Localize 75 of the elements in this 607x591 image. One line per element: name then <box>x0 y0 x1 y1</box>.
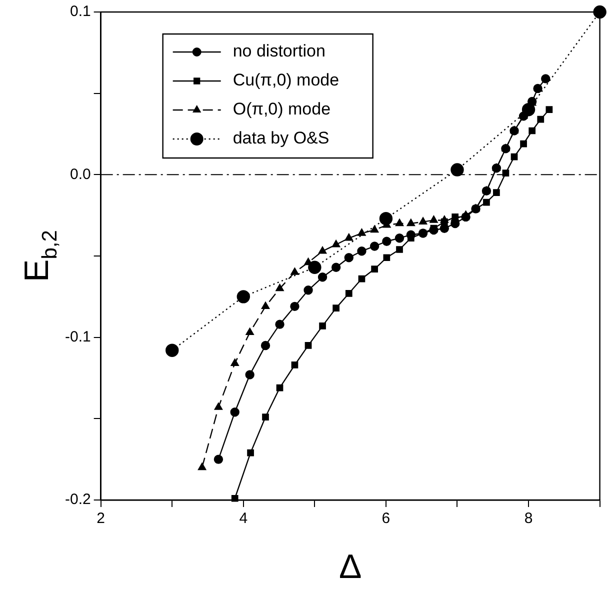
point <box>214 402 223 410</box>
y-tick-label: 0.1 <box>70 3 91 20</box>
legend-label: Cu(π,0) mode <box>232 70 340 90</box>
point <box>370 225 379 233</box>
x-tick-label: 2 <box>96 510 106 528</box>
point <box>520 140 527 148</box>
point <box>344 234 353 241</box>
point <box>231 494 238 502</box>
point <box>318 246 327 254</box>
point <box>304 342 312 349</box>
x-tick-label: 8 <box>524 510 533 528</box>
point <box>344 253 354 262</box>
point <box>493 189 500 196</box>
point <box>358 228 366 236</box>
point <box>483 198 490 206</box>
point <box>370 242 380 251</box>
point <box>318 272 328 282</box>
point <box>319 322 326 330</box>
point <box>261 302 270 310</box>
point <box>371 266 378 272</box>
point <box>247 449 254 456</box>
point <box>450 163 464 176</box>
legend-label: data by O&S <box>232 128 330 148</box>
point <box>383 254 390 262</box>
x-tick-label: 4 <box>239 510 248 528</box>
point <box>275 320 284 329</box>
point <box>230 358 239 366</box>
point <box>541 74 550 84</box>
point <box>452 214 459 220</box>
point <box>429 225 438 235</box>
point <box>236 290 250 304</box>
point <box>546 106 553 114</box>
point <box>198 462 206 470</box>
point <box>246 328 254 336</box>
point <box>332 240 340 248</box>
point <box>245 370 254 380</box>
point <box>395 218 404 226</box>
point <box>406 230 416 240</box>
point <box>533 84 542 94</box>
point <box>537 116 544 123</box>
point <box>308 260 322 274</box>
point <box>230 408 240 417</box>
point <box>510 153 518 160</box>
point <box>290 268 299 275</box>
point <box>345 290 352 297</box>
point <box>357 246 366 256</box>
point <box>430 216 438 223</box>
point <box>260 340 270 350</box>
point <box>290 302 300 312</box>
x-axis-title: Δ <box>338 548 362 586</box>
point <box>396 246 403 253</box>
point <box>418 217 428 224</box>
y-tick-label: -0.2 <box>64 491 91 508</box>
point <box>276 384 284 392</box>
point <box>528 127 536 134</box>
point <box>440 218 448 226</box>
point <box>331 262 341 272</box>
y-axis-title: Eb,2 <box>18 230 62 282</box>
point <box>291 362 298 368</box>
point <box>276 284 284 292</box>
point <box>382 236 392 246</box>
point <box>394 234 404 243</box>
point <box>358 275 366 282</box>
y-tick-label: -0.1 <box>64 328 91 346</box>
legend-label: O(π,0) mode <box>232 100 331 119</box>
point <box>166 344 179 357</box>
x-tick-label: 6 <box>382 510 390 528</box>
point <box>440 224 450 233</box>
point <box>406 218 415 226</box>
point <box>262 414 269 420</box>
point <box>214 454 224 464</box>
point <box>304 286 313 295</box>
y-tick-label: 0.0 <box>70 166 91 183</box>
legend-label: no distortion <box>232 42 326 61</box>
point <box>332 304 340 312</box>
